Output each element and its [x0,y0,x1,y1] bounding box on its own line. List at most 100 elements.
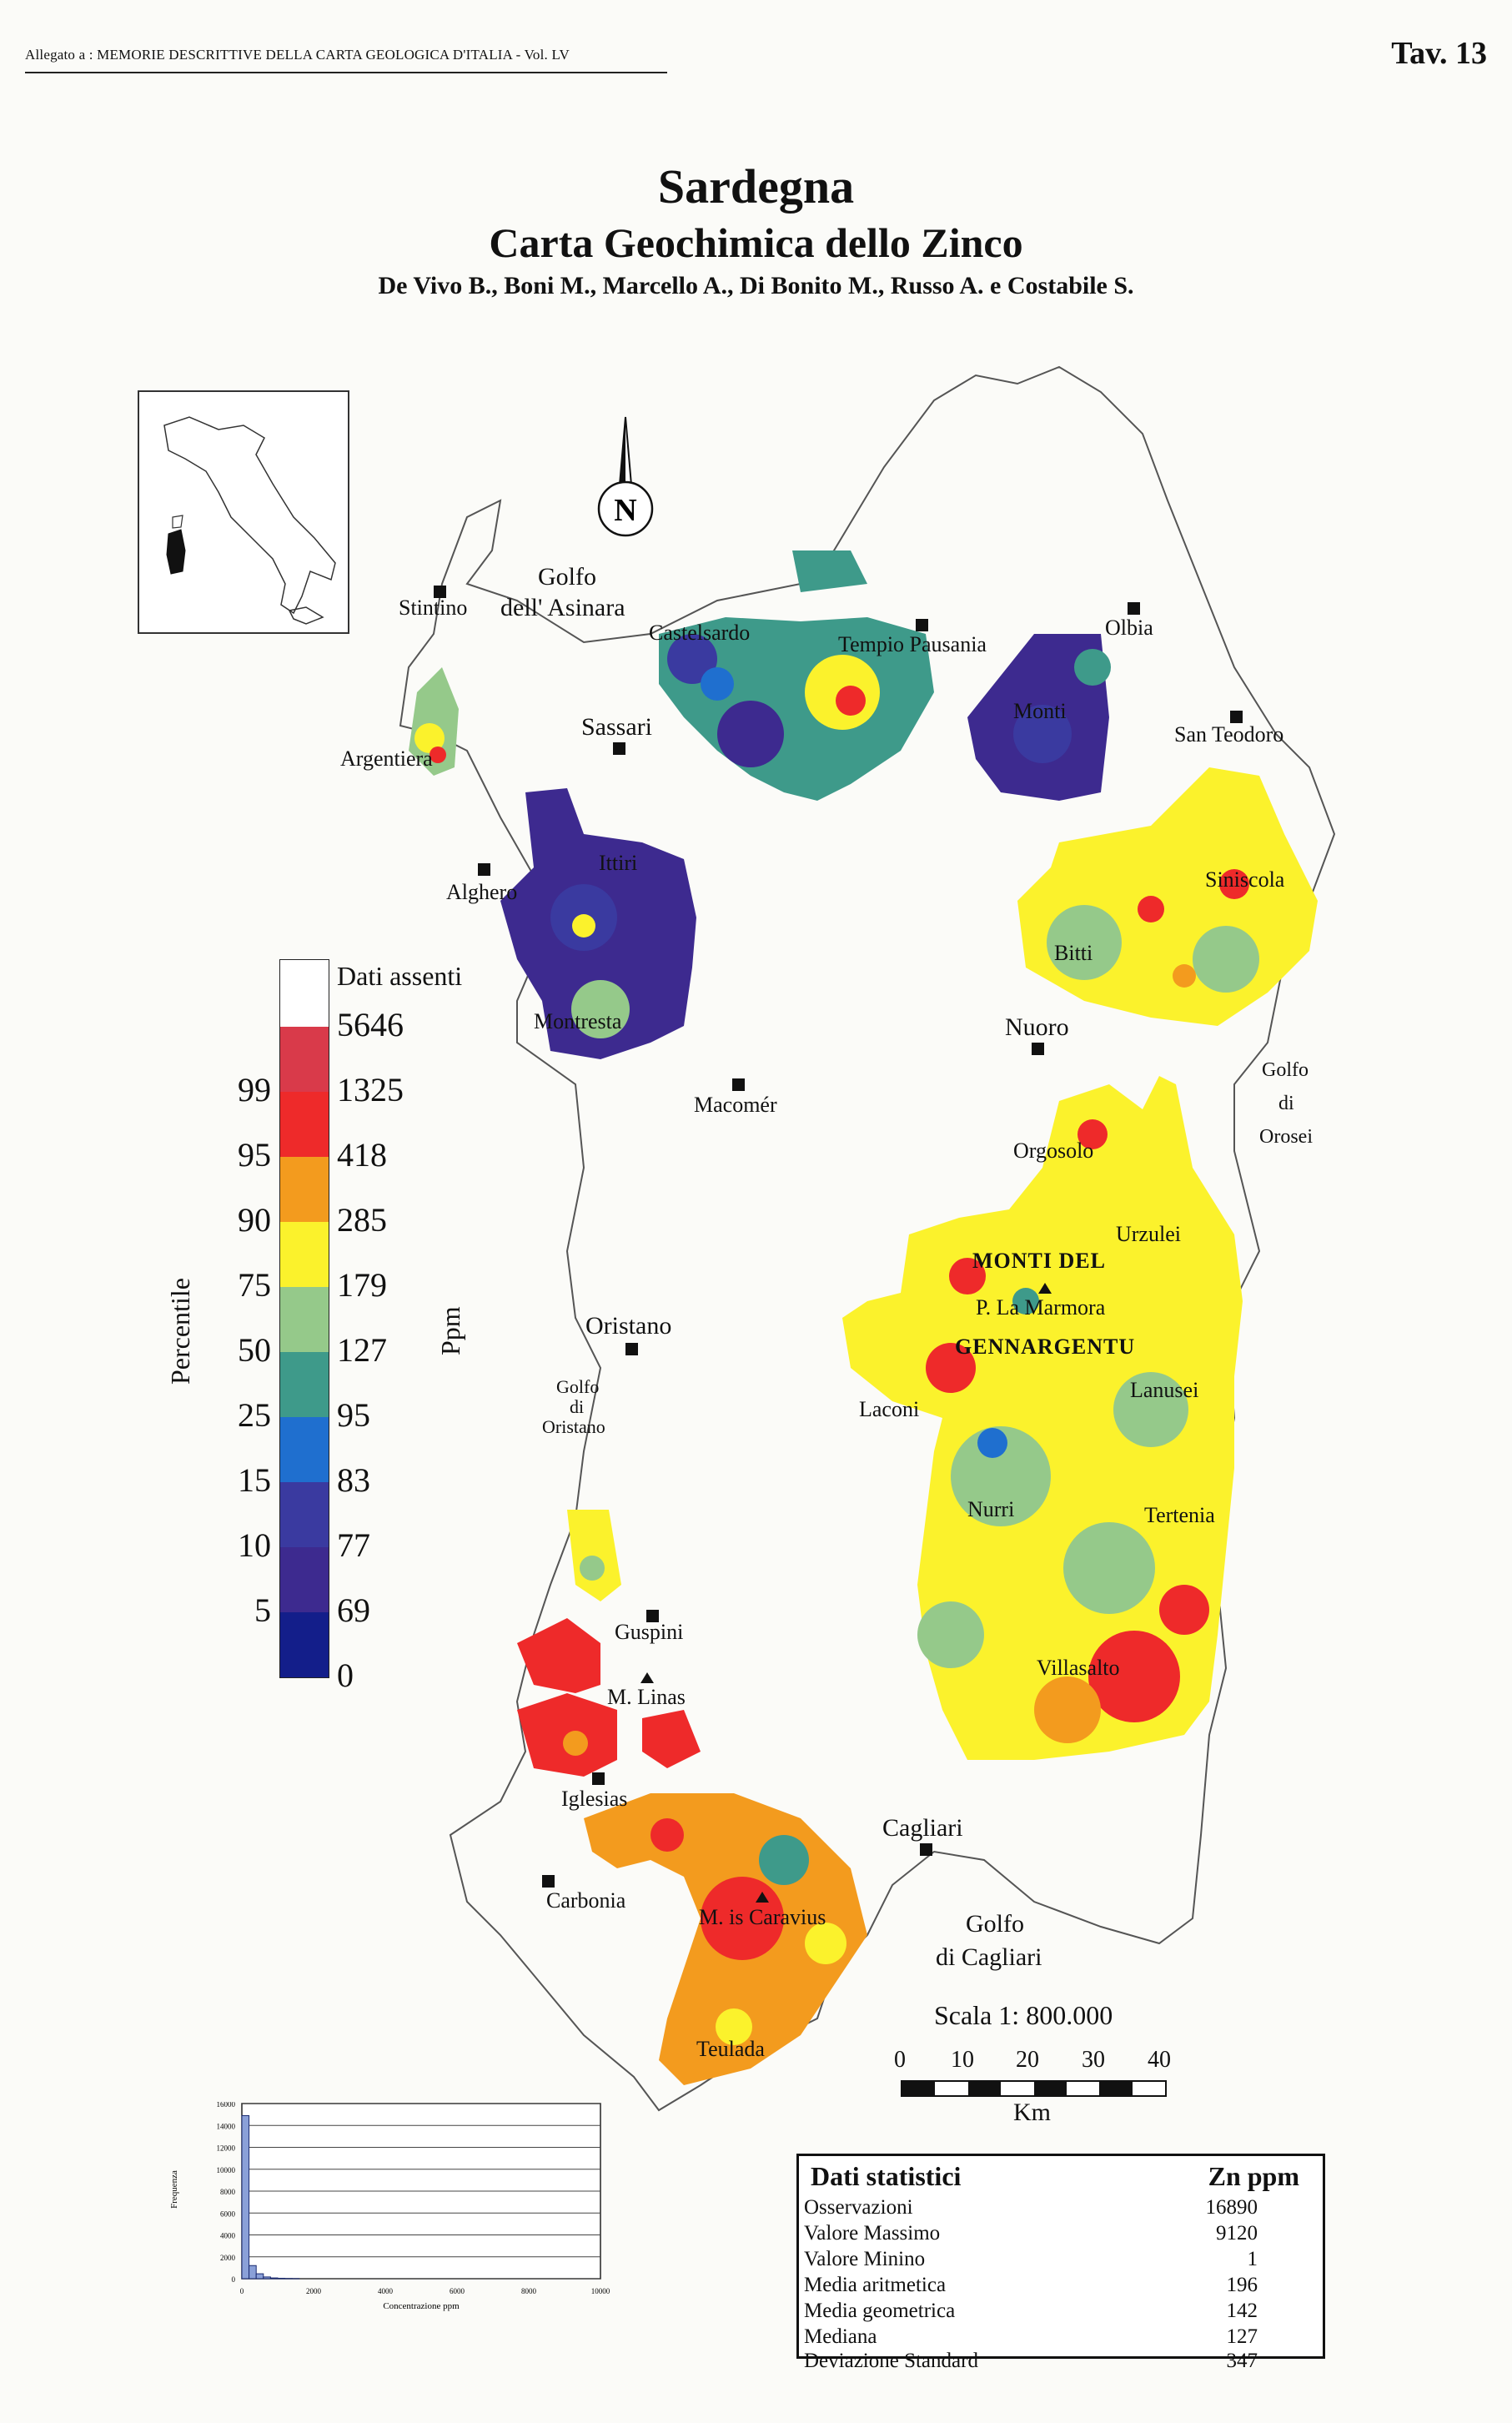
label-carbonia: Carbonia [546,1888,626,1913]
stats-value: 142 [1226,2300,1258,2322]
legend-ppm-83: 83 [337,1461,370,1499]
stats-label: Osservazioni [804,2196,913,2219]
header-rule [25,72,667,73]
marker-iglesias [592,1772,605,1785]
label-macomer: Macomér [694,1093,777,1117]
marker-m-linas [640,1672,654,1683]
label-siniscola: Siniscola [1205,867,1285,892]
legend-pct-50: 50 [238,1331,271,1369]
stats-row: Media aritmetica 196 [804,2274,1316,2297]
legend-ppm-1325: 1325 [337,1071,404,1108]
legend-pct-5: 5 [254,1591,271,1629]
stats-label: Media aritmetica [804,2274,947,2296]
stats-label: Deviazione Standard [804,2350,978,2372]
label-golfo-orosei-1: Golfo [1262,1059,1309,1081]
label-montresta: Montresta [534,1009,622,1033]
coastline [399,365,1336,2112]
scale-tick-10: 10 [951,2047,974,2073]
marker-tempio [916,619,928,631]
label-villasalto: Villasalto [1037,1656,1120,1680]
marker-m-caravius [756,1892,769,1903]
marker-alghero [478,863,490,876]
label-golfo-asinara-1: Golfo [538,563,596,591]
label-teulada: Teulada [696,2037,765,2061]
plate-caption: Allegato a : MEMORIE DESCRITTIVE DELLA C… [25,47,570,63]
histogram-bar [241,2114,250,2280]
label-gennargentu: GENNARGENTU [955,1335,1136,1359]
label-golfo-oristano-1: Golfo [556,1376,600,1397]
north-label: N [614,493,636,528]
plate-number: Tav. 13 [1391,36,1487,71]
zinc-concentration-patches [409,550,1318,2085]
legend-pct-25: 25 [238,1396,271,1434]
histogram-ytick: 2000 [220,2254,236,2262]
stats-value: 1 [1247,2248,1258,2270]
histogram-bar [255,2273,264,2280]
label-bitti: Bitti [1054,941,1093,965]
stats-row: Osservazioni 16890 [804,2196,1316,2219]
label-iglesias: Iglesias [561,1787,628,1811]
histogram-xtick: 6000 [450,2287,465,2295]
frequency-histogram: 16000 14000 12000 10000 8000 6000 4000 2000 00 20… [169,2102,610,2311]
label-golfo-oristano-3: Oristano [542,1416,605,1437]
scale-tick-20: 20 [1016,2047,1039,2073]
scale-tick-0: 0 [894,2047,906,2073]
marker-sassari [613,742,625,755]
label-nuoro: Nuoro [1005,1013,1069,1041]
label-oristano: Oristano [585,1312,672,1340]
histogram-ytick: 0 [232,2275,236,2284]
histogram-ytick: 8000 [220,2188,236,2196]
marker-guspini [646,1610,659,1622]
histogram-xtick: 8000 [521,2287,537,2295]
histogram-ytick: 10000 [217,2166,236,2174]
stats-label: Valore Massimo [804,2222,941,2245]
stats-value: 9120 [1216,2222,1258,2245]
legend-bin-5 [280,1287,329,1352]
marker-carbonia [542,1875,555,1888]
legend-bin-7 [280,1417,329,1482]
label-golfo-asinara-2: dell' Asinara [500,594,625,621]
map-authors: De Vivo B., Boni M., Marcello A., Di Bon… [378,272,1134,299]
scale-unit: Km [1013,2099,1051,2126]
histogram-bar [249,2265,257,2280]
marker-nuoro [1032,1043,1044,1055]
label-golfo-cagliari-1: Golfo [966,1910,1024,1938]
legend-ppm-127: 127 [337,1331,387,1369]
legend-bin-3 [280,1157,329,1222]
label-cagliari: Cagliari [882,1814,963,1842]
map-title: Sardegna [657,159,855,214]
label-guspini: Guspini [615,1620,684,1644]
label-nurri: Nurri [967,1497,1015,1521]
label-la-marmora: P. La Marmora [976,1295,1106,1320]
histogram-ytick: 16000 [217,2102,236,2109]
label-golfo-orosei-3: Orosei [1259,1126,1313,1148]
label-san-teodoro: San Teodoro [1174,722,1284,747]
marker-macomer [732,1078,745,1091]
label-laconi: Laconi [859,1397,920,1421]
label-sassari: Sassari [581,713,652,741]
label-monti-del: MONTI DEL [972,1249,1106,1273]
legend-ppm-axis: Ppm [435,1306,465,1355]
label-monti: Monti [1013,699,1067,723]
stats-value: 16890 [1205,2196,1258,2219]
italy-outline [163,416,336,625]
label-tempio: Tempio Pausania [838,632,987,656]
stats-row: Valore Massimo 9120 [804,2222,1316,2245]
scale-bar [901,2080,1167,2097]
legend-ppm-95: 95 [337,1396,370,1434]
label-lanusei: Lanusei [1130,1378,1199,1402]
legend-missing-label: Dati assenti [337,961,463,991]
stats-value: 347 [1226,2350,1258,2372]
stats-row: Media geometrica 142 [804,2300,1316,2323]
marker-oristano [625,1343,638,1355]
legend-pct-99: 99 [238,1071,271,1108]
marker-cagliari [920,1843,932,1856]
label-alghero: Alghero [446,880,518,904]
label-stintino: Stintino [399,596,468,620]
legend-pct-75: 75 [238,1266,271,1304]
histogram-ylabel: Frequenza [169,2170,179,2209]
histogram-bar [263,2276,271,2280]
scale-tick-30: 30 [1082,2047,1105,2073]
histogram-xtick: 4000 [378,2287,394,2295]
